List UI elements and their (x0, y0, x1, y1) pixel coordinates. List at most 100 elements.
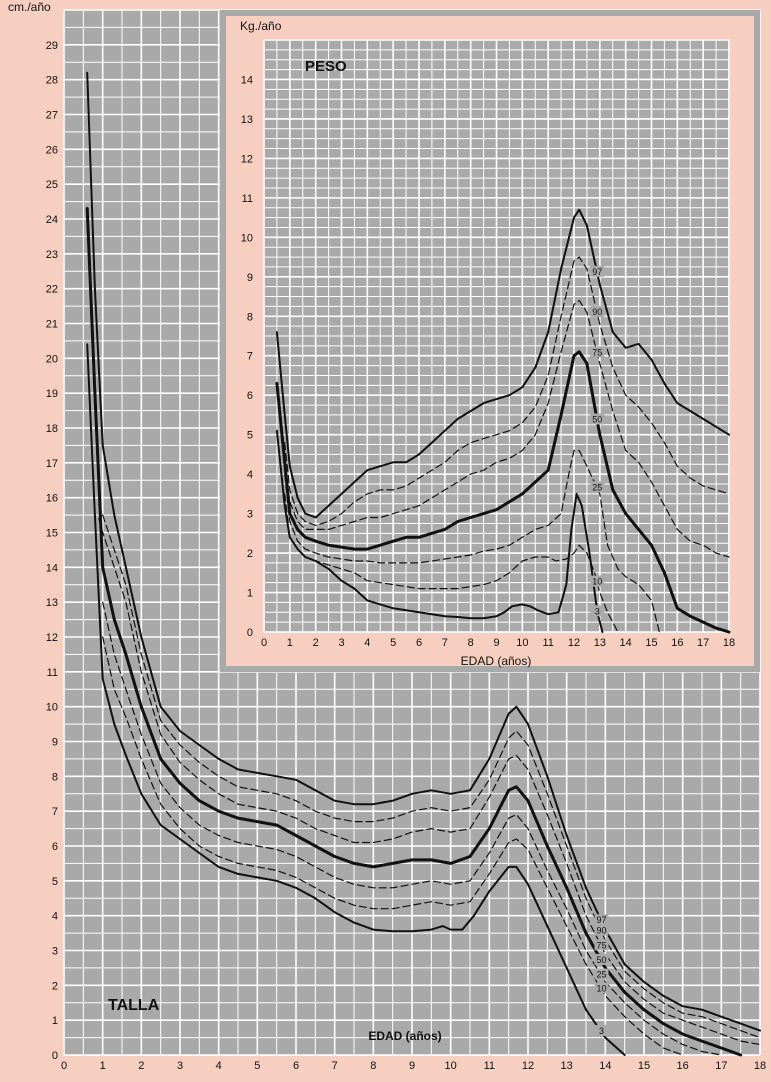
x-tick-label: 18 (723, 637, 735, 649)
y-tick-label: 6 (247, 390, 253, 402)
percentile-label-bg (594, 914, 609, 926)
percentile-label: 50 (596, 955, 606, 965)
x-tick-label: 7 (332, 1060, 338, 1072)
x-tick-label: 6 (293, 1060, 299, 1072)
percentile-label: 90 (592, 307, 602, 317)
y-tick-label: 11 (242, 193, 253, 205)
percentile-97-line (86, 71, 761, 1032)
y-tick-label: 11 (47, 667, 58, 679)
y-tick-label: 9 (52, 737, 58, 749)
y-tick-label: 1 (52, 1015, 58, 1027)
percentile-97-line (275, 208, 730, 519)
y-tick-label: 20 (46, 353, 58, 365)
y-tick-label: 6 (52, 841, 58, 853)
x-tick-label: 9 (493, 637, 499, 649)
x-tick-label: 6 (416, 637, 422, 649)
y-tick-label: 22 (46, 284, 58, 296)
x-tick-label: 18 (754, 1060, 766, 1072)
x-tick-label: 12 (568, 637, 580, 649)
x-tick-label: 17 (697, 637, 709, 649)
y-tick-label: 14 (46, 562, 58, 574)
x-tick-label: 3 (338, 637, 344, 649)
x-tick-label: 10 (445, 1060, 457, 1072)
x-tick-label: 2 (138, 1060, 144, 1072)
y-tick-label: 0 (52, 1050, 58, 1062)
x-tick-label: 13 (561, 1060, 573, 1072)
y-tick-label: 15 (46, 528, 58, 540)
talla-title: TALLA (108, 997, 160, 1014)
percentile-3-line (275, 429, 604, 633)
y-tick-label: 8 (52, 771, 58, 783)
percentile-label: 10 (592, 577, 602, 587)
y-tick-label: 18 (46, 423, 58, 435)
percentile-25-line (284, 449, 660, 633)
y-tick-label: 1 (247, 588, 253, 600)
x-tick-label: 0 (61, 1060, 67, 1072)
percentile-label: 97 (596, 915, 606, 925)
percentile-label-bg (594, 1025, 609, 1037)
percentile-label: 25 (596, 970, 606, 980)
percentile-label-bg (590, 413, 605, 425)
percentile-label: 75 (592, 347, 602, 357)
percentile-label-bg (590, 481, 605, 493)
x-tick-label: 10 (516, 637, 528, 649)
y-tick-label: 8 (247, 311, 253, 323)
x-tick-label: 17 (715, 1060, 727, 1072)
y-tick-label: 19 (46, 388, 58, 400)
y-tick-label: 2 (52, 980, 58, 992)
y-tick-label: 0 (247, 627, 253, 639)
percentile-label-bg (594, 924, 609, 936)
y-tick-label: 3 (247, 509, 253, 521)
x-tick-label: 0 (261, 637, 267, 649)
x-tick-label: 9 (409, 1060, 415, 1072)
x-tick-label: 8 (370, 1060, 376, 1072)
x-tick-label: 16 (677, 1060, 689, 1072)
percentile-label-bg (594, 953, 609, 965)
y-tick-label: 10 (241, 232, 253, 244)
y-tick-label: 5 (247, 430, 253, 442)
x-tick-label: 12 (522, 1060, 534, 1072)
percentile-10-line (284, 493, 619, 633)
y-tick-label: 7 (52, 806, 58, 818)
y-tick-label: 16 (46, 493, 58, 505)
talla-y-axis-label: cm./año (8, 0, 51, 14)
percentile-3-line (86, 343, 626, 1056)
x-tick-label: 1 (287, 637, 293, 649)
peso-title: PESO (305, 58, 347, 75)
y-tick-label: 3 (52, 946, 58, 958)
percentile-90-line (284, 256, 730, 526)
peso-y-axis-label: Kg./año (240, 19, 282, 33)
y-tick-label: 29 (46, 40, 58, 52)
percentile-label-bg (594, 968, 609, 980)
percentile-label: 3 (595, 606, 600, 616)
peso-x-axis-label: EDAD (años) (461, 654, 532, 668)
percentile-label-bg (590, 346, 605, 358)
y-tick-label: 9 (247, 272, 253, 284)
x-tick-label: 11 (484, 1060, 495, 1072)
percentile-75-line (98, 518, 761, 1046)
y-tick-label: 24 (46, 214, 58, 226)
percentile-25-line (102, 601, 722, 1056)
x-tick-label: 4 (364, 637, 370, 649)
y-tick-label: 10 (46, 702, 58, 714)
y-tick-label: 7 (247, 351, 253, 363)
percentile-50-line (85, 207, 743, 1057)
percentile-90-line (98, 504, 761, 1039)
percentile-10-line (102, 636, 684, 1056)
y-tick-label: 21 (46, 319, 58, 331)
x-tick-label: 5 (254, 1060, 260, 1072)
x-tick-label: 3 (177, 1060, 183, 1072)
y-tick-label: 17 (46, 458, 58, 470)
x-tick-label: 16 (671, 637, 683, 649)
y-tick-label: 2 (247, 548, 253, 560)
x-tick-label: 1 (100, 1060, 106, 1072)
percentile-label: 50 (592, 414, 602, 424)
percentile-label: 90 (596, 926, 606, 936)
percentile-label: 25 (592, 482, 602, 492)
y-tick-label: 12 (241, 153, 253, 165)
y-tick-label: 28 (46, 75, 58, 87)
x-tick-label: 14 (599, 1060, 611, 1072)
percentile-label-bg (590, 605, 605, 617)
y-tick-label: 23 (46, 249, 58, 261)
